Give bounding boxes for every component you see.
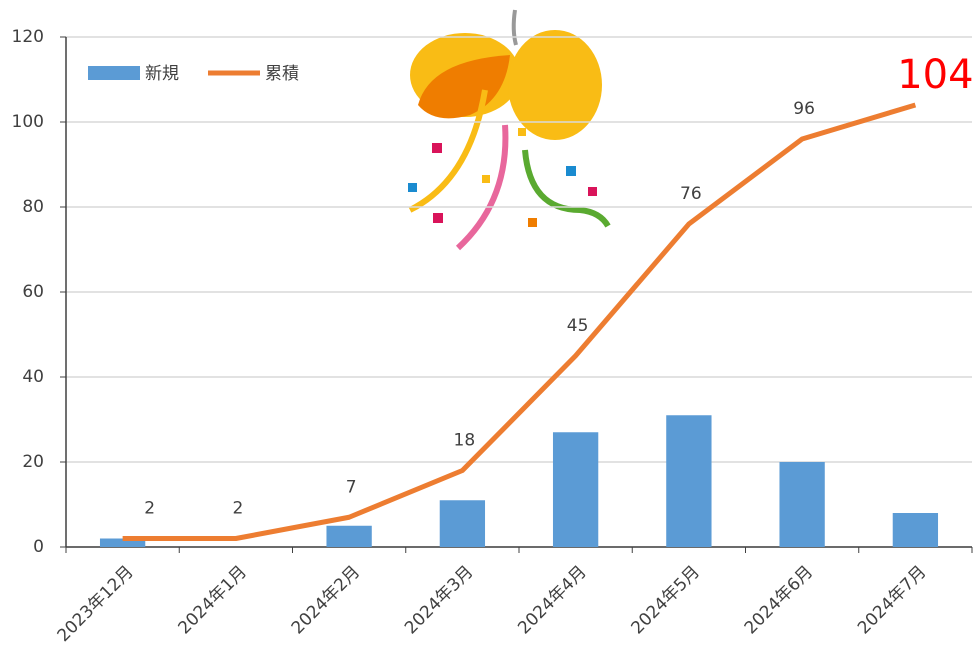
y-tick-label: 120 [12, 27, 44, 47]
data-label: 2 [232, 499, 243, 519]
chart: 0 20 40 60 80 100 120 2023年12月 2024年1月 2024年2月 202… [0, 0, 975, 664]
data-label: 18 [454, 431, 476, 451]
x-tick-label: 2024年6月 [741, 562, 817, 638]
y-tick-label: 40 [22, 367, 44, 387]
bar [326, 526, 371, 547]
x-tick-label: 2024年1月 [175, 562, 251, 638]
bar [893, 513, 938, 547]
legend-label: 新規 [145, 64, 179, 84]
bar [779, 462, 824, 547]
bar [440, 500, 485, 547]
x-tick-label: 2023年12月 [54, 562, 138, 646]
legend-swatch [88, 66, 140, 80]
data-label: 96 [793, 99, 815, 119]
data-label: 104 [897, 52, 973, 98]
x-tick-label: 2024年5月 [628, 562, 704, 638]
x-tick-label: 2024年7月 [854, 562, 930, 638]
party-popper [408, 10, 608, 248]
x-tick-label: 2024年4月 [514, 562, 590, 638]
x-tick-label: 2024年3月 [401, 562, 477, 638]
data-label: 76 [680, 184, 702, 204]
bar [553, 432, 598, 547]
y-tick-label: 60 [22, 282, 44, 302]
legend-label: 累積 [265, 64, 299, 84]
y-tick-label: 20 [22, 452, 44, 472]
x-tick-label: 2024年2月 [288, 562, 364, 638]
data-label: 2 [144, 499, 155, 519]
data-label: 7 [346, 477, 357, 497]
data-label: 45 [567, 316, 589, 336]
y-tick-label: 100 [12, 112, 44, 132]
bar [666, 415, 711, 547]
y-tick-label: 80 [22, 197, 44, 217]
y-tick-label: 0 [33, 537, 44, 557]
